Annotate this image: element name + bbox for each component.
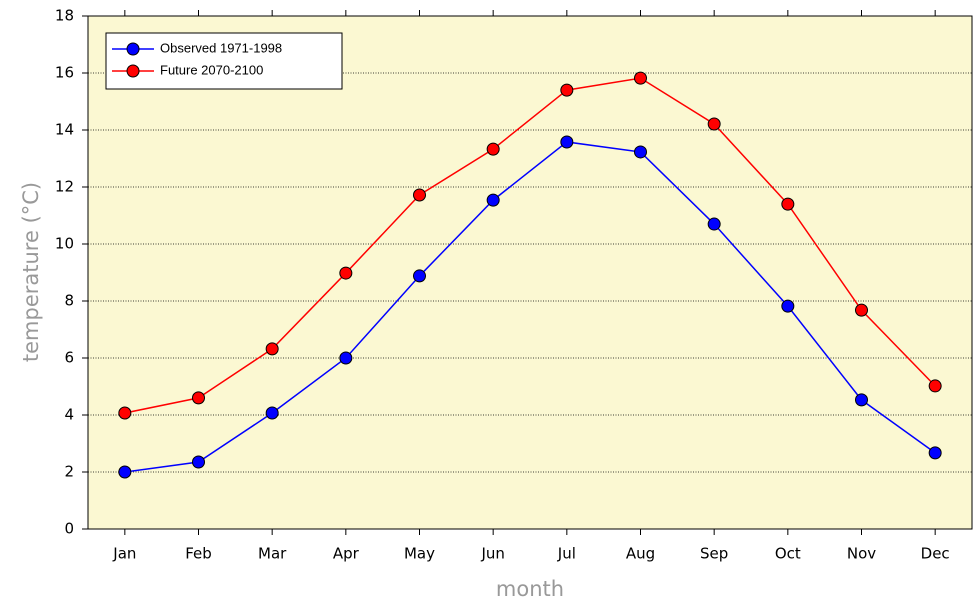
data-point: [928, 446, 942, 460]
x-tick-label: Mar: [258, 545, 287, 563]
data-point: [560, 83, 574, 97]
data-point: [707, 217, 721, 231]
data-point: [781, 197, 795, 211]
data-point: [413, 269, 426, 283]
y-tick-label: 14: [55, 121, 74, 139]
data-point: [707, 117, 721, 131]
plot-area: [88, 16, 972, 529]
series-line: [124, 141, 936, 473]
y-tick-label: 2: [64, 463, 74, 481]
data-point: [928, 379, 942, 393]
x-tick-label: Jan: [112, 545, 136, 563]
y-tick-label: 8: [64, 292, 74, 310]
data-point: [192, 391, 205, 405]
legend-marker: [126, 42, 140, 56]
legend-label: Future 2070-2100: [160, 62, 263, 77]
y-tick-label: 6: [64, 349, 74, 367]
series-line: [124, 77, 936, 414]
y-tick-label: 4: [64, 406, 74, 424]
data-point: [486, 193, 500, 207]
data-point: [339, 351, 353, 365]
data-point: [192, 455, 205, 469]
x-axis-title: month: [496, 577, 564, 601]
y-tick-label: 12: [55, 178, 74, 196]
x-tick-label: May: [404, 545, 435, 563]
plot-frame: [87, 15, 973, 530]
legend-label: Observed 1971-1998: [160, 40, 282, 55]
data-point: [855, 393, 868, 407]
data-point: [118, 406, 132, 420]
x-tick-label: Jun: [480, 545, 504, 563]
data-point: [781, 299, 795, 313]
y-tick-label: 18: [55, 7, 74, 25]
x-tick-label: Feb: [185, 545, 212, 563]
y-tick-label: 0: [64, 520, 74, 538]
x-tick-label: Oct: [775, 545, 801, 563]
y-tick-label: 10: [55, 235, 74, 253]
x-tick-label: Sep: [700, 545, 728, 563]
data-point: [339, 266, 353, 280]
data-point: [855, 303, 868, 317]
x-tick-label: Dec: [921, 545, 950, 563]
data-point: [413, 188, 426, 202]
legend-marker: [126, 64, 140, 78]
data-point: [634, 71, 647, 85]
x-tick-label: Aug: [626, 545, 655, 563]
y-axis-title: temperature (°C): [19, 182, 43, 362]
x-tick-label: Apr: [333, 545, 360, 563]
x-tick-label: Jul: [557, 545, 576, 563]
data-point: [118, 465, 132, 479]
data-point: [265, 342, 279, 356]
y-tick-label: 16: [55, 64, 74, 82]
legend-box: [105, 32, 343, 90]
data-point: [634, 145, 647, 159]
data-point: [486, 142, 500, 156]
data-point: [265, 406, 279, 420]
data-point: [560, 135, 574, 149]
x-tick-label: Nov: [847, 545, 876, 563]
